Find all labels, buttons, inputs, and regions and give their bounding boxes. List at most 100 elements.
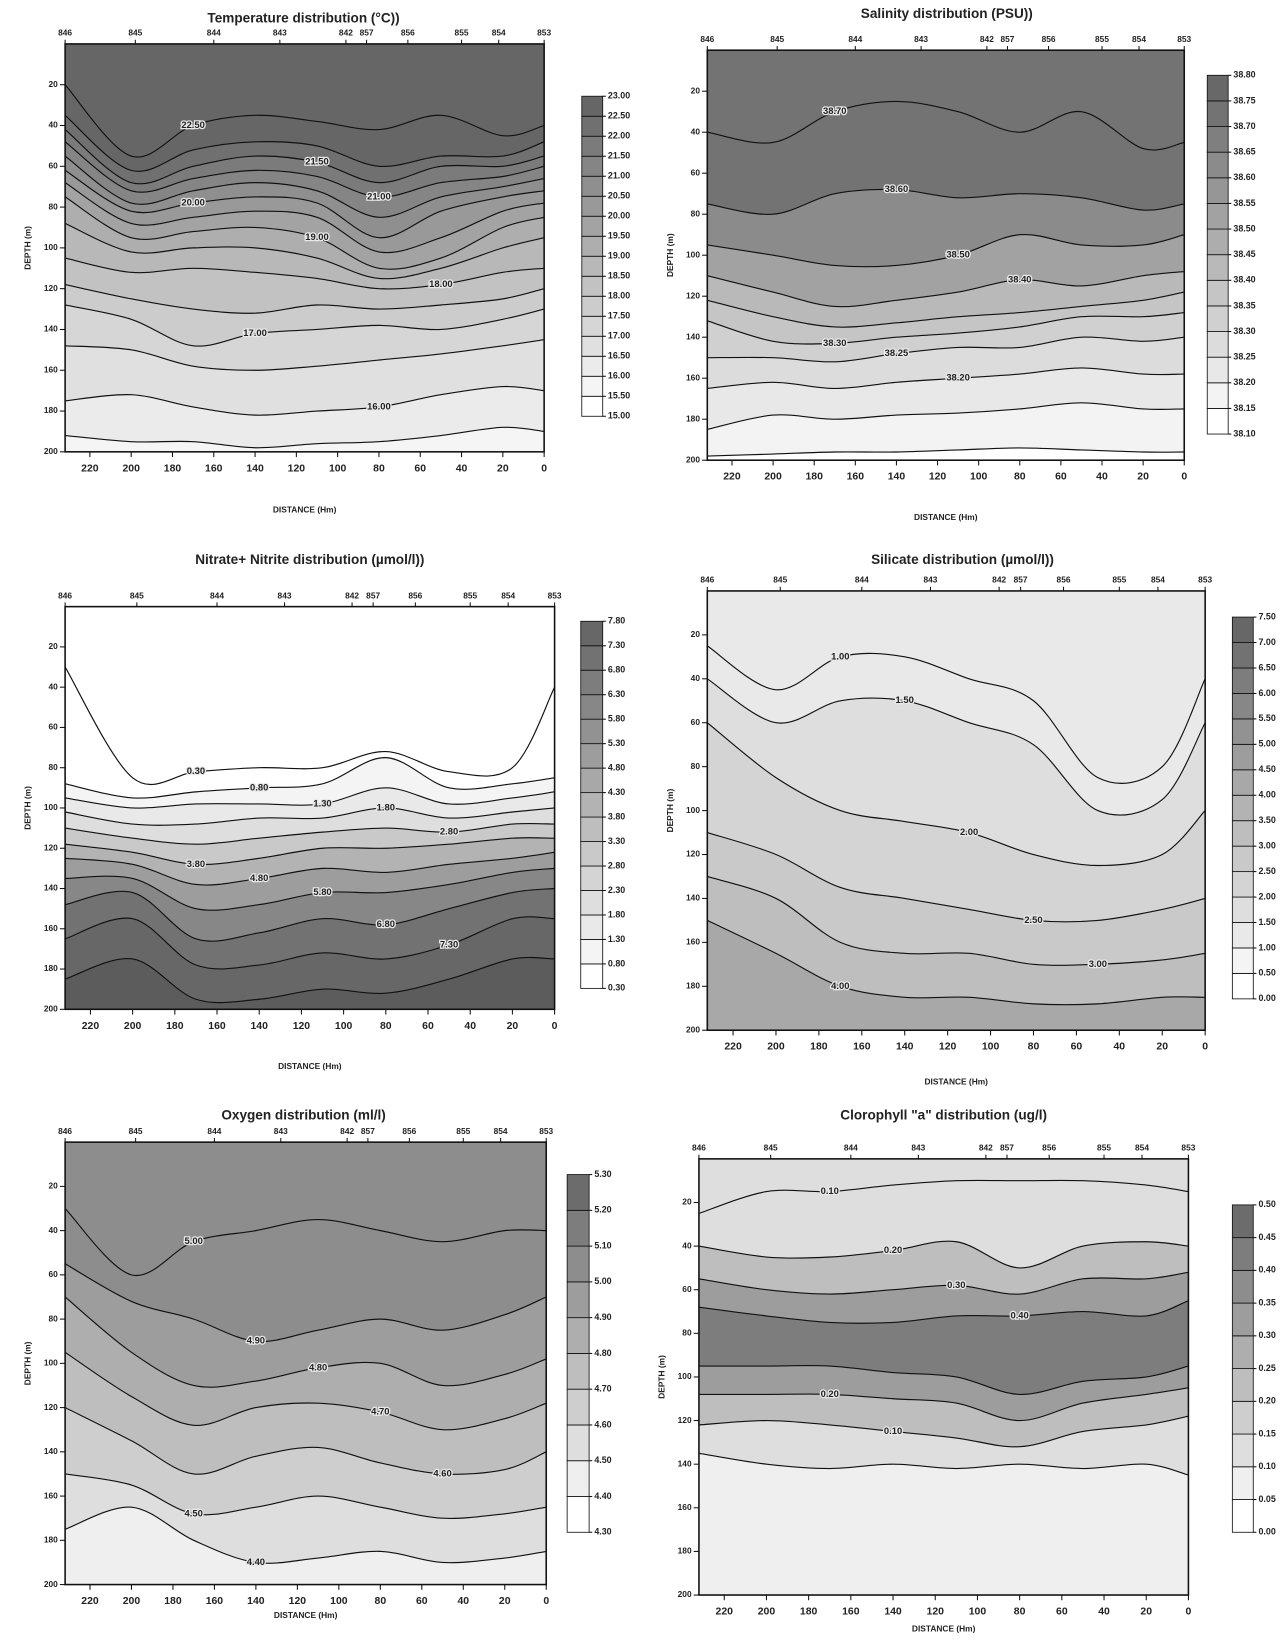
- x-tick-label: 20: [1156, 1042, 1168, 1053]
- colorbar-cell: [1231, 896, 1254, 923]
- station-label: 846: [58, 590, 72, 600]
- contour-band: [65, 957, 555, 1010]
- colorbar-label: 4.30: [594, 1527, 611, 1537]
- colorbar-label: 16.00: [608, 371, 630, 381]
- station-label: 844: [207, 1126, 221, 1136]
- colorbar-label: 1.00: [1259, 942, 1276, 952]
- y-tick-label: 200: [686, 454, 700, 464]
- colorbar-label: 0.15: [1259, 1428, 1276, 1438]
- x-tick-label: 180: [800, 1607, 818, 1618]
- station-label: 842: [980, 34, 994, 44]
- station-label: 843: [924, 575, 938, 585]
- contour-label: 18.00: [429, 278, 453, 289]
- colorbar-cell: [1231, 1466, 1254, 1500]
- y-tick-label: 60: [48, 1269, 58, 1279]
- chart-panel: 38.70 38.60 38.50 38.40 38.30 38.25 38.20 Salin…: [665, 6, 1256, 522]
- y-tick-label: 160: [44, 1490, 58, 1500]
- colorbar-cell: [580, 865, 604, 891]
- x-tick-label: 80: [1014, 1607, 1026, 1618]
- colorbar-cell: [566, 1281, 590, 1319]
- x-axis-label: DISTANCE (Hm): [274, 1610, 338, 1620]
- colorbar-label: 3.30: [608, 836, 625, 846]
- station-label: 857: [360, 28, 374, 38]
- contour-line: [65, 1351, 547, 1431]
- x-tick-label: 180: [810, 1042, 828, 1053]
- contour-label: 0.80: [250, 781, 268, 792]
- colorbar-cell: [1206, 408, 1229, 435]
- colorbar-label: 0.10: [1259, 1461, 1276, 1471]
- contour-line: [707, 645, 1206, 784]
- x-tick-label: 220: [716, 1607, 734, 1618]
- colorbar-label: 20.00: [608, 211, 630, 221]
- plot-area: [65, 43, 545, 452]
- x-tick-label: 180: [166, 1021, 184, 1032]
- x-tick-label: 140: [251, 1021, 269, 1032]
- colorbar-label: 5.80: [608, 714, 625, 724]
- y-tick-label: 20: [682, 1197, 692, 1207]
- colorbar-cell: [1231, 871, 1254, 898]
- x-tick-label: 60: [1071, 1042, 1083, 1053]
- colorbar-label: 0.25: [1259, 1363, 1276, 1373]
- contour-label: 4.80: [250, 872, 268, 883]
- x-axis-label: DISTANCE (Hm): [273, 505, 337, 515]
- colorbar-label: 4.70: [594, 1384, 611, 1394]
- contour-line: [707, 447, 1185, 457]
- colorbar-cell: [580, 743, 604, 769]
- colorbar-cell: [1231, 667, 1254, 694]
- contour-label: 0.40: [1010, 1309, 1028, 1320]
- contour-label: 1.80: [377, 801, 395, 812]
- contour-line: [707, 919, 1206, 1006]
- colorbar-cell: [1206, 74, 1229, 102]
- x-tick-label: 0: [1202, 1042, 1208, 1053]
- colorbar-cell: [1231, 743, 1254, 771]
- station-label: 855: [1112, 575, 1126, 585]
- x-tick-label: 60: [416, 1596, 428, 1607]
- contour-line: [65, 851, 555, 886]
- x-axis-label: DISTANCE (Hm): [278, 1061, 342, 1071]
- contour-label: 4.90: [247, 1335, 265, 1346]
- chart-title: Silicate distribution (µmol/l)): [871, 552, 1054, 567]
- station-label: 853: [539, 1126, 553, 1136]
- colorbar-label: 4.50: [594, 1455, 611, 1465]
- y-tick-label: 160: [678, 1502, 692, 1512]
- station-label: 854: [1151, 575, 1165, 585]
- contour-line: [698, 1387, 1189, 1422]
- y-tick-label: 160: [686, 937, 700, 947]
- x-tick-label: 160: [208, 1021, 226, 1032]
- colorbar-label: 38.60: [1233, 172, 1255, 182]
- y-tick-label: 40: [48, 681, 58, 691]
- y-tick-label: 120: [686, 849, 700, 859]
- station-label: 846: [692, 1143, 706, 1153]
- station-label: 842: [345, 590, 359, 600]
- colorbar-cell: [1231, 1302, 1254, 1337]
- colorbar-cell: [580, 718, 604, 745]
- contour-line: [65, 426, 545, 449]
- colorbar-cell: [1231, 922, 1254, 949]
- x-tick-label: 120: [293, 1021, 311, 1032]
- station-label: 842: [992, 575, 1006, 585]
- chart-title: Temperature distribution (°C)): [207, 10, 399, 25]
- contour-label: 1.50: [896, 694, 914, 705]
- colorbar-label: 17.50: [608, 311, 630, 321]
- colorbar-cell: [1206, 100, 1229, 127]
- contour-line: [65, 155, 545, 218]
- contour-band: [707, 920, 1206, 1031]
- x-tick-label: 40: [1114, 1042, 1126, 1053]
- colorbar-label: 18.00: [608, 291, 630, 301]
- contour-label: 38.70: [823, 105, 847, 116]
- station-label: 846: [700, 34, 714, 44]
- contour-band: [65, 1507, 547, 1585]
- y-tick-label: 120: [686, 290, 700, 300]
- station-label: 857: [361, 1126, 375, 1136]
- colorbar-cell: [1206, 203, 1229, 230]
- colorbar-cell: [581, 375, 604, 397]
- station-label: 843: [278, 590, 292, 600]
- colorbar-label: 16.50: [608, 351, 630, 361]
- x-tick-label: 80: [1028, 1042, 1040, 1053]
- x-tick-label: 40: [1098, 1607, 1110, 1618]
- colorbar-label: 2.80: [608, 860, 625, 870]
- y-tick-label: 80: [691, 761, 701, 771]
- colorbar-cell: [581, 235, 604, 257]
- y-tick-label: 120: [44, 842, 58, 852]
- contour-label: 38.40: [1008, 273, 1032, 284]
